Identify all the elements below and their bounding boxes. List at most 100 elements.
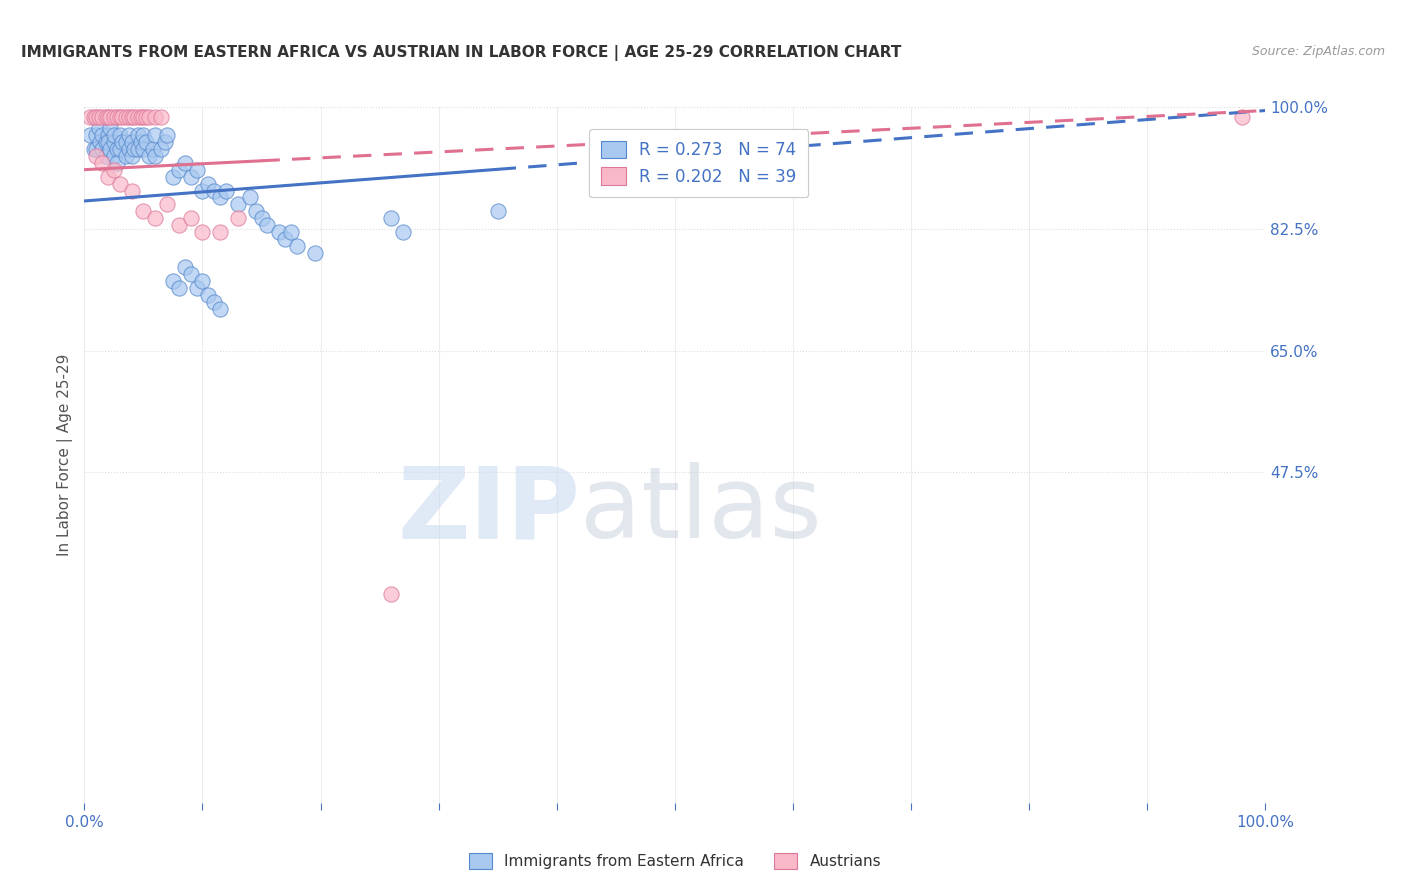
Point [180,211,202,226]
Point [269,225,291,239]
Point [97,111,120,125]
Point [143,128,166,142]
Point [129,111,152,125]
Point [167,219,190,233]
Point [114,149,136,163]
Point [209,190,232,204]
Point [91,111,114,125]
Point [380,211,402,226]
Point [127,142,149,156]
Point [89,135,111,149]
Point [209,225,232,239]
Point [91,142,114,156]
Point [121,111,143,125]
Point [127,128,149,142]
Point [191,184,214,198]
Point [108,111,131,125]
Point [103,111,125,125]
Point [202,184,225,198]
Point [138,111,160,125]
Point [84,142,107,156]
Point [245,204,267,219]
Point [197,288,219,302]
Point [142,142,165,156]
Point [250,211,273,226]
Point [186,281,208,295]
Point [186,162,208,177]
Point [87,111,110,125]
Point [226,211,249,226]
Point [486,204,509,219]
Point [108,142,131,156]
Point [135,111,157,125]
Point [111,111,134,125]
Point [107,111,129,125]
Point [121,135,143,149]
Y-axis label: In Labor Force | Age 25-29: In Labor Force | Age 25-29 [58,354,73,556]
Point [150,111,173,125]
Point [103,162,125,177]
Point [118,128,141,142]
Point [108,128,131,142]
Point [285,239,308,253]
Point [103,135,125,149]
Point [107,142,129,156]
Point [162,169,184,184]
Point [180,169,202,184]
Point [167,162,190,177]
Point [83,111,105,125]
Point [79,128,101,142]
Point [98,142,121,156]
Point [274,232,297,246]
Point [129,135,152,149]
Text: ZIP: ZIP [398,462,581,559]
Point [180,267,202,281]
Point [173,260,195,274]
Text: atlas: atlas [581,462,823,559]
Point [202,294,225,309]
Point [114,111,136,125]
Point [118,142,141,156]
Point [94,111,117,125]
Point [97,128,120,142]
Point [138,149,160,163]
Point [103,149,125,163]
Text: Source: ZipAtlas.com: Source: ZipAtlas.com [1251,45,1385,58]
Point [122,142,145,156]
Point [156,197,179,211]
Point [121,184,143,198]
Point [392,225,415,239]
Point [108,177,131,191]
Point [150,142,173,156]
Point [191,225,214,239]
Point [132,142,155,156]
Point [91,128,114,142]
Point [98,111,121,125]
Point [191,274,214,288]
Point [84,149,107,163]
Point [239,190,262,204]
Point [380,587,402,601]
Point [83,142,105,156]
Point [156,128,179,142]
Point [118,111,141,125]
Point [107,155,129,169]
Point [209,301,232,316]
Point [280,225,302,239]
Point [256,219,278,233]
Point [143,149,166,163]
Point [121,149,143,163]
Point [98,120,121,135]
Point [111,135,134,149]
Point [135,135,157,149]
Point [94,135,117,149]
Point [132,111,155,125]
Point [162,274,184,288]
Point [84,111,107,125]
Legend: Immigrants from Eastern Africa, Austrians: Immigrants from Eastern Africa, Austrian… [463,847,887,875]
Point [97,169,120,184]
Point [143,211,166,226]
Point [132,128,155,142]
Point [127,111,149,125]
Point [173,155,195,169]
